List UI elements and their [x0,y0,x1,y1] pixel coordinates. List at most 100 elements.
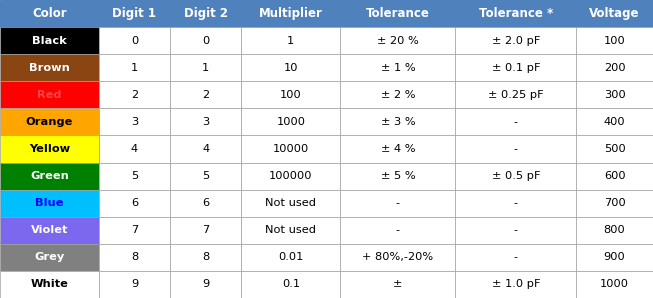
Bar [455,0,576,27]
Text: -: - [514,198,518,208]
Bar [340,0,455,27]
Bar [576,27,653,54]
Bar [0,54,99,81]
Bar [455,190,576,217]
Text: 1: 1 [287,36,295,46]
Bar [99,244,170,271]
Text: 1: 1 [131,63,138,73]
Bar [242,108,340,136]
Bar [0,162,99,190]
Text: 800: 800 [604,225,626,235]
Bar [99,271,170,298]
Text: Not used: Not used [265,198,316,208]
Bar [0,271,99,298]
Text: Tolerance *: Tolerance * [479,7,553,20]
Bar [576,217,653,244]
Text: ± 1.0 pF: ± 1.0 pF [492,280,540,289]
Text: 1000: 1000 [600,280,629,289]
Text: 9: 9 [131,280,138,289]
Bar [170,108,242,136]
Bar [340,271,455,298]
Text: Digit 2: Digit 2 [183,7,228,20]
Text: -: - [514,225,518,235]
Text: ± 0.25 pF: ± 0.25 pF [488,90,544,100]
Bar [0,136,99,162]
Bar [340,108,455,136]
Text: ± 5 %: ± 5 % [381,171,415,181]
Bar [455,136,576,162]
Text: 6: 6 [202,198,210,208]
Text: ± 2.0 pF: ± 2.0 pF [492,36,540,46]
Text: Tolerance: Tolerance [366,7,430,20]
Text: Black: Black [32,36,67,46]
Text: + 80%,-20%: + 80%,-20% [362,252,434,262]
Bar [576,162,653,190]
Bar [576,0,653,27]
Text: 10: 10 [283,63,298,73]
Bar [99,190,170,217]
Bar [576,190,653,217]
Text: Yellow: Yellow [29,144,70,154]
Text: -: - [396,198,400,208]
Text: ± 1 %: ± 1 % [381,63,415,73]
Bar [576,108,653,136]
Text: 100000: 100000 [269,171,313,181]
Bar [455,108,576,136]
Bar [99,108,170,136]
Bar [340,54,455,81]
Text: 3: 3 [202,117,210,127]
Bar [576,136,653,162]
Bar [99,0,170,27]
Bar [99,81,170,108]
Bar [242,27,340,54]
Text: Color: Color [32,7,67,20]
Bar [455,27,576,54]
Text: Blue: Blue [35,198,63,208]
Bar [340,27,455,54]
Bar [455,217,576,244]
Text: Not used: Not used [265,225,316,235]
Text: Green: Green [30,171,69,181]
Bar [242,190,340,217]
Text: 8: 8 [131,252,138,262]
Text: ±: ± [393,280,402,289]
Bar [170,162,242,190]
Bar [242,217,340,244]
Text: 400: 400 [604,117,626,127]
Text: 0: 0 [131,36,138,46]
Bar [455,54,576,81]
Text: Orange: Orange [25,117,73,127]
Text: 10000: 10000 [273,144,309,154]
Text: 600: 600 [604,171,626,181]
Text: Grey: Grey [34,252,65,262]
Bar [99,54,170,81]
Text: -: - [514,117,518,127]
Text: 2: 2 [202,90,210,100]
Bar [99,162,170,190]
Bar [170,217,242,244]
Bar [340,162,455,190]
Bar [170,136,242,162]
Text: 100: 100 [280,90,302,100]
Text: 3: 3 [131,117,138,127]
Text: Violet: Violet [31,225,68,235]
Bar [99,27,170,54]
Text: ± 4 %: ± 4 % [381,144,415,154]
Bar [242,0,340,27]
Bar [455,271,576,298]
Bar [170,81,242,108]
Text: ± 0.5 pF: ± 0.5 pF [492,171,540,181]
Bar [242,81,340,108]
Bar [576,81,653,108]
Text: Voltage: Voltage [590,7,640,20]
Bar [0,81,99,108]
Bar [0,0,99,27]
Text: 2: 2 [131,90,138,100]
Bar [242,54,340,81]
Bar [170,190,242,217]
Text: ± 0.1 pF: ± 0.1 pF [492,63,540,73]
Text: 900: 900 [604,252,626,262]
Text: 1000: 1000 [276,117,306,127]
Bar [0,108,99,136]
Bar [170,27,242,54]
